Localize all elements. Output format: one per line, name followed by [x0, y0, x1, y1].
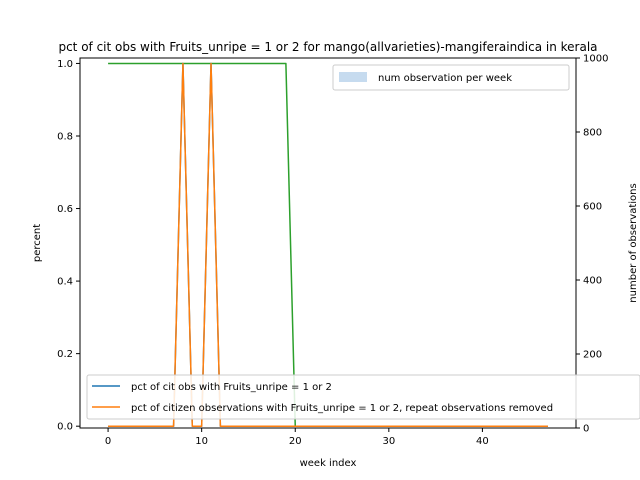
legend-upper-box — [332, 64, 570, 91]
x-tick-label: 20 — [289, 436, 302, 447]
x-tick-label: 0 — [105, 436, 111, 447]
y2-tick-label: 200 — [583, 350, 602, 361]
y-tick-label: 0.8 — [57, 131, 73, 142]
legend-label-blue: pct of cit obs with Fruits_unripe = 1 or… — [131, 382, 332, 393]
x-tick-label: 40 — [476, 436, 489, 447]
legend-swatch-bars — [339, 72, 367, 82]
plot-frame — [79, 57, 577, 429]
x-axis: 0 10 20 30 40 — [105, 428, 489, 447]
y-tick-label: 0.6 — [57, 204, 73, 215]
y-axis-label: percent — [32, 224, 43, 262]
legend-upper: num observation per week — [332, 64, 570, 91]
y2-tick-label: 0 — [583, 424, 589, 435]
y2-tick-label: 1000 — [583, 54, 608, 65]
legend-label-orange: pct of citizen observations with Fruits_… — [131, 403, 553, 414]
x-tick-label: 30 — [382, 436, 395, 447]
x-axis-label: week index — [300, 458, 357, 469]
series-line-0 — [108, 62, 548, 427]
x-tick-label: 10 — [195, 436, 208, 447]
legend-lower-box — [86, 374, 640, 420]
y-axis-right: 0 200 400 600 800 1000 — [576, 54, 608, 435]
y2-tick-label: 600 — [583, 202, 602, 213]
y-tick-label: 0.0 — [57, 422, 73, 433]
y2-tick-label: 800 — [583, 128, 602, 139]
line-series — [108, 62, 548, 427]
y2-tick-label: 400 — [583, 276, 602, 287]
y-tick-label: 1.0 — [57, 59, 73, 70]
y-tick-label: 0.4 — [57, 277, 73, 288]
y-axis-left: 0.0 0.2 0.4 0.6 0.8 1.0 — [57, 59, 80, 433]
legend-lower: pct of cit obs with Fruits_unripe = 1 or… — [86, 374, 640, 420]
series-line-2 — [108, 62, 548, 427]
y-tick-label: 0.2 — [57, 349, 73, 360]
chart-title: pct of cit obs with Fruits_unripe = 1 or… — [58, 40, 597, 54]
series-line-1 — [108, 62, 548, 427]
legend-label-bars: num observation per week — [378, 73, 512, 84]
y2-axis-label: number of observations — [628, 183, 639, 302]
